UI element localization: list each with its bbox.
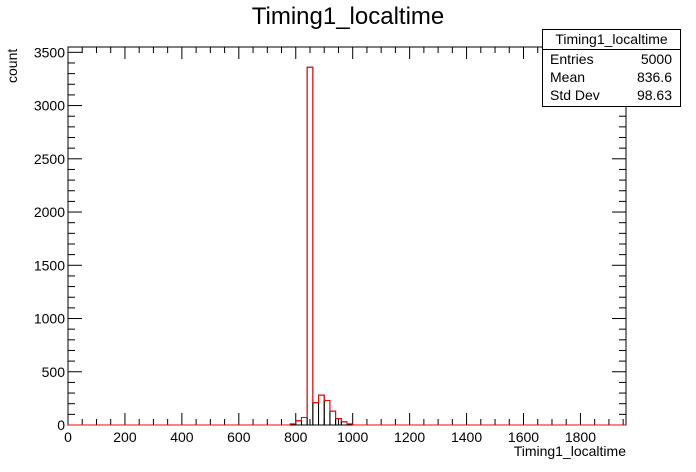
y-axis: 0 500 1000 1500 2000 2500 3000 3500 (34, 44, 626, 433)
stats-row-stddev: Std Dev 98.63 (543, 86, 680, 104)
x-tick-label: 400 (170, 429, 194, 445)
x-axis: 0 200 400 600 800 1000 1200 1400 1600 1800 (64, 47, 624, 445)
x-tick-label: 1400 (451, 429, 482, 445)
x-axis-label: Timing1_localtime (514, 443, 627, 459)
stats-label: Std Dev (550, 87, 600, 103)
stats-value: 5000 (640, 51, 672, 67)
y-tick-label: 500 (42, 364, 66, 380)
stats-row-entries: Entries 5000 (543, 50, 680, 68)
x-tick-label: 1800 (565, 429, 596, 445)
x-tick-label: 800 (284, 429, 308, 445)
histogram-red-line (68, 66, 626, 426)
chart-title: Timing1_localtime (252, 3, 445, 30)
histogram-bar (318, 394, 325, 426)
y-tick-label: 3000 (34, 98, 65, 114)
y-tick-label: 1000 (34, 311, 65, 327)
y-tick-label: 3500 (34, 44, 65, 60)
stats-box: Timing1_localtime Entries 5000 Mean 836.… (542, 29, 681, 107)
stats-title: Timing1_localtime (543, 30, 680, 50)
histogram-bar (300, 417, 308, 426)
y-tick-label: 1500 (34, 257, 65, 273)
y-tick-label: 2500 (34, 151, 65, 167)
stats-label: Entries (550, 51, 594, 67)
x-tick-label: 0 (64, 429, 72, 445)
histogram-bar (323, 400, 331, 426)
stats-row-mean: Mean 836.6 (543, 68, 680, 86)
y-tick-label: 2000 (34, 204, 65, 220)
stats-label: Mean (550, 69, 586, 85)
histogram-bar (306, 66, 314, 426)
histogram-bar (329, 410, 337, 426)
x-tick-label: 600 (227, 429, 251, 445)
x-tick-label: 1200 (394, 429, 425, 445)
stats-value: 98.63 (636, 87, 672, 103)
x-tick-label: 200 (113, 429, 137, 445)
x-tick-label: 1600 (508, 429, 539, 445)
x-tick-label: 1000 (337, 429, 368, 445)
y-tick-label: 0 (57, 417, 65, 433)
histogram-bar (295, 420, 302, 426)
y-axis-label: count (4, 49, 20, 83)
histogram-bars (289, 66, 354, 426)
histogram-bar (312, 402, 320, 426)
stats-value: 836.6 (636, 69, 672, 85)
